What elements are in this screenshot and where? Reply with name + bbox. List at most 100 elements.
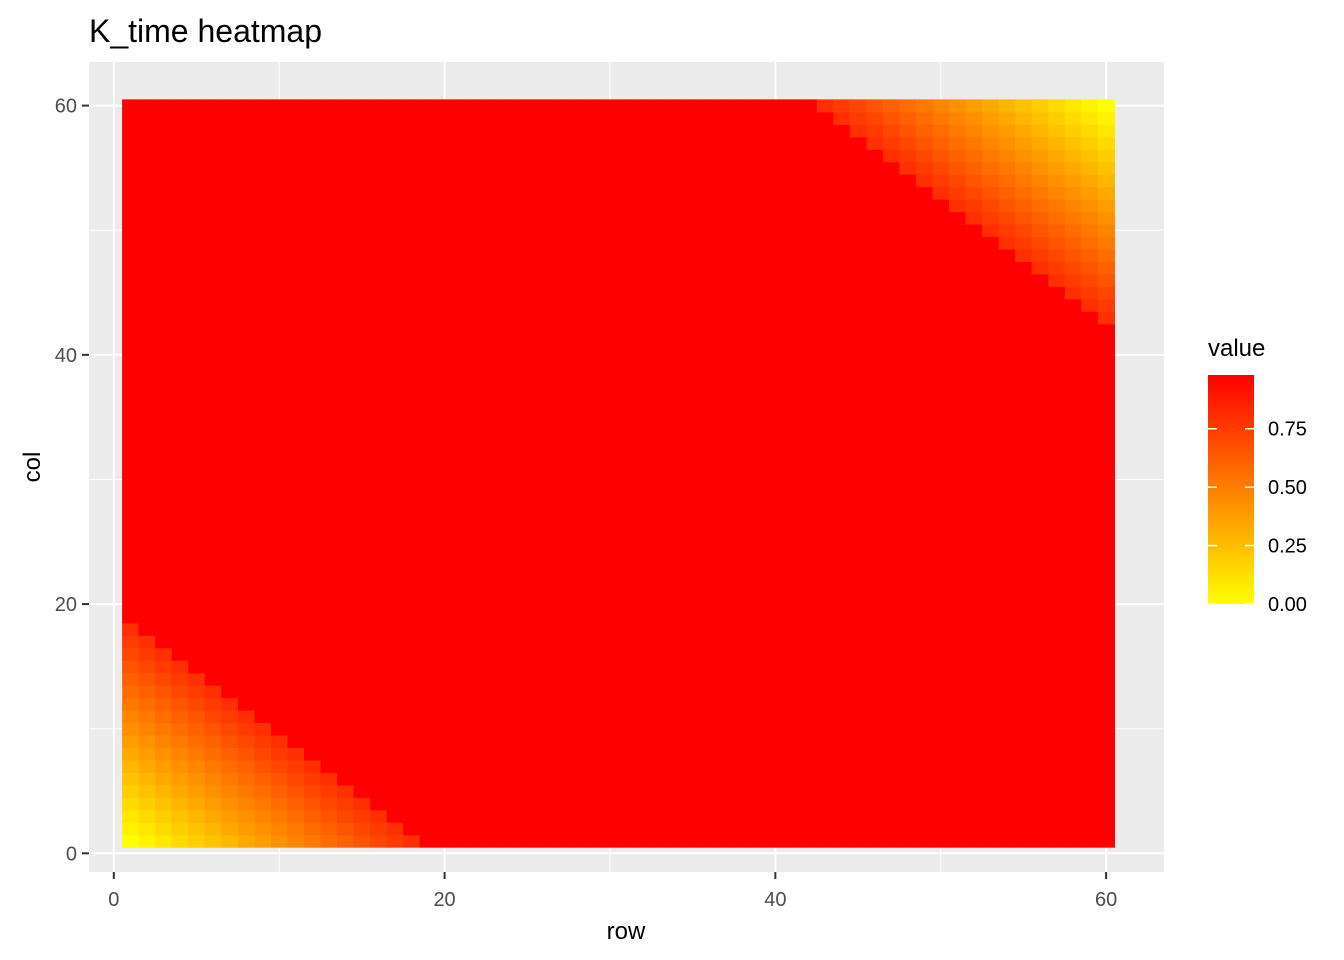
heatmap-cell — [122, 386, 140, 400]
heatmap-cell — [535, 348, 553, 362]
heatmap-cell — [403, 548, 421, 562]
heatmap-cell — [734, 398, 752, 412]
heatmap-cell — [998, 174, 1016, 188]
heatmap-cell — [568, 111, 586, 125]
heatmap-cell — [849, 448, 867, 462]
heatmap-cell — [866, 273, 884, 287]
heatmap-cell — [304, 286, 322, 300]
heatmap-cell — [767, 111, 785, 125]
heatmap-cell — [337, 548, 355, 562]
heatmap-cell — [370, 635, 388, 649]
heatmap-cell — [899, 435, 917, 449]
heatmap-cell — [568, 435, 586, 449]
heatmap-cell — [353, 747, 371, 761]
heatmap-cell — [1097, 822, 1115, 836]
heatmap-cell — [171, 535, 189, 549]
heatmap-cell — [734, 236, 752, 250]
heatmap-cell — [684, 149, 702, 163]
heatmap-cell — [155, 759, 173, 773]
heatmap-cell — [899, 423, 917, 437]
heatmap-cell — [651, 448, 669, 462]
heatmap-cell — [171, 797, 189, 811]
heatmap-cell — [1097, 186, 1115, 200]
heatmap-cell — [915, 460, 934, 474]
heatmap-cell — [419, 734, 437, 748]
heatmap-cell — [568, 660, 586, 674]
heatmap-cell — [485, 710, 504, 724]
heatmap-cell — [849, 523, 867, 537]
heatmap-cell — [254, 323, 272, 337]
heatmap-cell — [700, 224, 719, 238]
heatmap-cell — [982, 784, 1000, 798]
heatmap-cell — [767, 523, 785, 537]
heatmap-cell — [535, 498, 553, 512]
heatmap-cell — [221, 174, 239, 188]
heatmap-cell — [485, 261, 504, 275]
heatmap-cell — [1081, 211, 1099, 225]
heatmap-cell — [932, 473, 950, 487]
heatmap-cell — [370, 460, 388, 474]
heatmap-cell — [717, 311, 735, 325]
heatmap-cell — [849, 361, 867, 375]
heatmap-cell — [304, 398, 322, 412]
heatmap-cell — [750, 498, 768, 512]
heatmap-cell — [469, 784, 487, 798]
heatmap-cell — [601, 111, 619, 125]
heatmap-cell — [204, 660, 222, 674]
heatmap-cell — [535, 772, 553, 786]
heatmap-cell — [882, 348, 900, 362]
heatmap-cell — [519, 99, 537, 113]
heatmap-cell — [1064, 485, 1082, 499]
heatmap-cell — [320, 261, 338, 275]
heatmap-cell — [734, 647, 752, 661]
heatmap-cell — [634, 423, 652, 437]
heatmap-cell — [122, 136, 140, 150]
heatmap-cell — [204, 273, 222, 287]
heatmap-cell — [436, 186, 454, 200]
heatmap-cell — [452, 572, 470, 586]
heatmap-cell — [237, 261, 255, 275]
heatmap-cell — [816, 323, 834, 337]
heatmap-cell — [998, 448, 1016, 462]
heatmap-cell — [1048, 498, 1066, 512]
heatmap-cell — [221, 523, 239, 537]
heatmap-cell — [618, 261, 636, 275]
heatmap-cell — [899, 572, 917, 586]
heatmap-cell — [1015, 460, 1033, 474]
heatmap-cell — [419, 286, 437, 300]
heatmap-cell — [320, 597, 338, 611]
heatmap-cell — [1015, 261, 1033, 275]
heatmap-cell — [304, 136, 322, 150]
heatmap-cell — [800, 672, 818, 686]
heatmap-cell — [122, 759, 140, 773]
heatmap-cell — [667, 248, 685, 262]
heatmap-cell — [882, 548, 900, 562]
heatmap-cell — [254, 772, 272, 786]
heatmap-cell — [667, 410, 685, 424]
heatmap-cell — [155, 435, 173, 449]
heatmap-cell — [965, 236, 983, 250]
heatmap-cell — [949, 136, 967, 150]
heatmap-cell — [386, 423, 404, 437]
heatmap-cell — [899, 361, 917, 375]
heatmap-cell — [403, 784, 421, 798]
heatmap-cell — [866, 286, 884, 300]
heatmap-cell — [965, 834, 983, 848]
heatmap-cell — [949, 510, 967, 524]
heatmap-cell — [998, 635, 1016, 649]
heatmap-cell — [700, 161, 719, 175]
heatmap-cell — [1097, 149, 1115, 163]
heatmap-cell — [370, 622, 388, 636]
heatmap-cell — [949, 572, 967, 586]
heatmap-cell — [469, 572, 487, 586]
heatmap-cell — [403, 348, 421, 362]
heatmap-cell — [320, 161, 338, 175]
heatmap-cell — [485, 784, 504, 798]
heatmap-cell — [370, 348, 388, 362]
heatmap-cell — [221, 734, 239, 748]
heatmap-cell — [188, 186, 206, 200]
heatmap-cell — [568, 572, 586, 586]
heatmap-cell — [419, 124, 437, 138]
heatmap-cell — [932, 548, 950, 562]
heatmap-cell — [667, 809, 685, 823]
